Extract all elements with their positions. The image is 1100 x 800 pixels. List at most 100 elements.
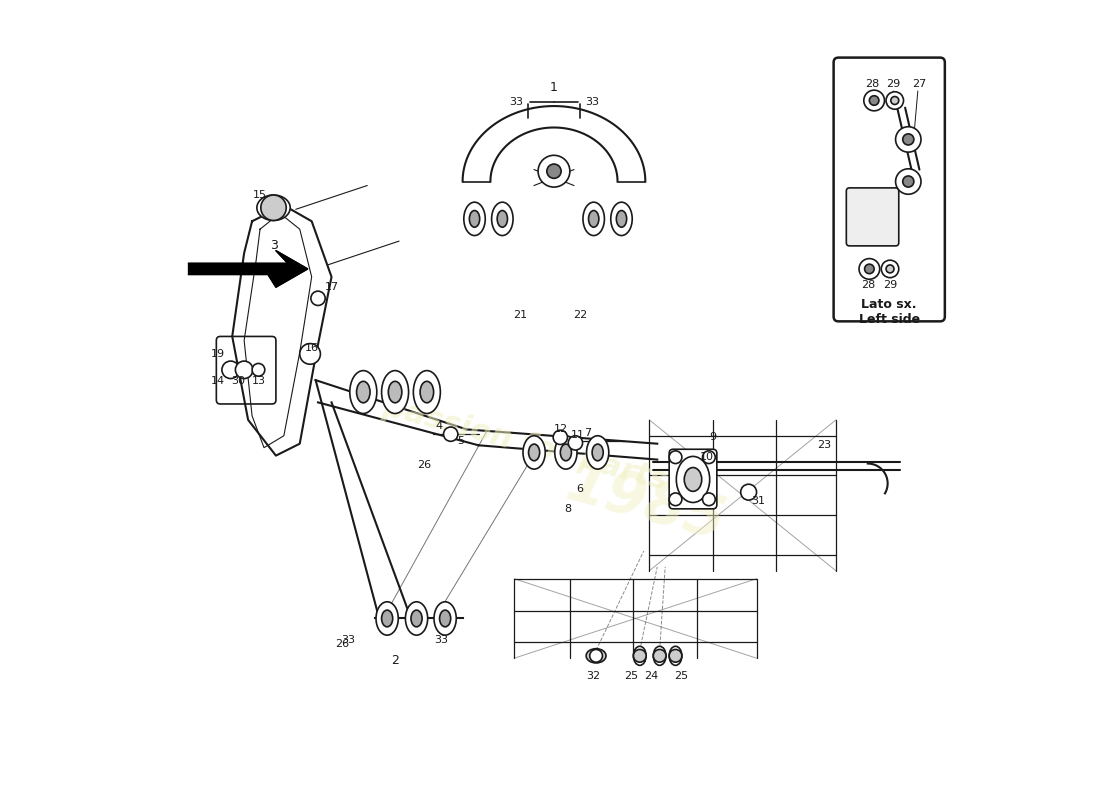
Ellipse shape [411,610,422,627]
Text: 6: 6 [576,484,584,494]
Text: 22: 22 [573,310,587,320]
Ellipse shape [554,436,578,469]
Text: 4: 4 [436,422,442,431]
FancyBboxPatch shape [846,188,899,246]
Text: 30: 30 [232,376,245,386]
Text: 21: 21 [513,310,527,320]
Text: 10: 10 [701,452,714,462]
Text: 13: 13 [252,376,265,386]
Ellipse shape [257,195,290,221]
Text: 2: 2 [392,654,399,667]
Circle shape [669,650,682,662]
Text: 14: 14 [211,376,226,386]
Circle shape [538,155,570,187]
Text: 33: 33 [509,97,524,107]
Circle shape [881,260,899,278]
Circle shape [903,176,914,187]
Ellipse shape [440,610,451,627]
Circle shape [590,650,603,662]
Polygon shape [188,250,308,287]
Ellipse shape [560,444,572,461]
Text: a passion for parts: a passion for parts [350,384,671,496]
Circle shape [300,343,320,364]
Ellipse shape [684,467,702,491]
Ellipse shape [470,210,480,227]
Ellipse shape [616,210,627,227]
Text: 31: 31 [751,496,766,506]
Ellipse shape [583,202,604,235]
Circle shape [903,134,914,145]
Circle shape [261,195,286,221]
FancyBboxPatch shape [669,450,717,509]
Circle shape [653,650,666,662]
Circle shape [553,430,568,445]
Text: 28: 28 [865,79,879,89]
Circle shape [887,265,894,273]
Ellipse shape [522,436,546,469]
Text: 15: 15 [253,190,267,200]
Ellipse shape [434,602,456,635]
Circle shape [634,650,646,662]
Text: 27: 27 [912,79,926,89]
Ellipse shape [356,382,370,402]
Text: 1: 1 [550,82,558,94]
Text: 8: 8 [564,504,571,514]
Text: 29: 29 [887,79,900,89]
Text: 1985: 1985 [560,454,732,552]
Ellipse shape [382,610,393,627]
Circle shape [859,258,880,279]
Text: 7: 7 [584,427,592,438]
Text: 25: 25 [624,671,638,682]
Text: 26: 26 [334,639,349,649]
Ellipse shape [350,370,377,414]
Text: 19: 19 [211,349,226,359]
Circle shape [865,264,874,274]
Circle shape [864,90,884,111]
Circle shape [895,169,921,194]
Ellipse shape [592,444,603,461]
Text: 17: 17 [324,282,339,292]
Ellipse shape [376,602,398,635]
Ellipse shape [669,646,682,666]
Ellipse shape [497,210,507,227]
Text: 23: 23 [817,440,832,450]
Text: Lato sx.
Left side: Lato sx. Left side [859,298,920,326]
Ellipse shape [586,436,608,469]
Text: 33: 33 [585,97,600,107]
Circle shape [443,427,458,442]
Text: 32: 32 [586,671,601,682]
Ellipse shape [382,370,408,414]
Ellipse shape [588,210,598,227]
Text: 29: 29 [883,280,898,290]
Ellipse shape [492,202,513,235]
Ellipse shape [634,646,646,666]
Ellipse shape [653,646,666,666]
Text: 16: 16 [305,342,319,353]
Text: 12: 12 [554,423,569,434]
Circle shape [891,97,899,105]
Circle shape [235,361,253,378]
Text: 24: 24 [645,671,659,682]
Text: 26: 26 [417,460,431,470]
Ellipse shape [586,649,606,663]
Text: 11: 11 [571,430,585,440]
Circle shape [547,164,561,178]
Ellipse shape [676,457,710,502]
Circle shape [311,291,326,306]
Circle shape [887,92,903,110]
Text: 25: 25 [674,671,689,682]
Text: 9: 9 [710,432,716,442]
Circle shape [869,96,879,106]
Ellipse shape [406,602,428,635]
Text: 28: 28 [860,280,875,290]
Text: 3: 3 [271,238,278,251]
FancyBboxPatch shape [834,58,945,322]
Circle shape [703,451,715,463]
Circle shape [895,126,921,152]
Ellipse shape [610,202,632,235]
Ellipse shape [420,382,433,402]
Text: 33: 33 [341,635,355,645]
Ellipse shape [414,370,440,414]
Ellipse shape [464,202,485,235]
FancyBboxPatch shape [217,337,276,404]
